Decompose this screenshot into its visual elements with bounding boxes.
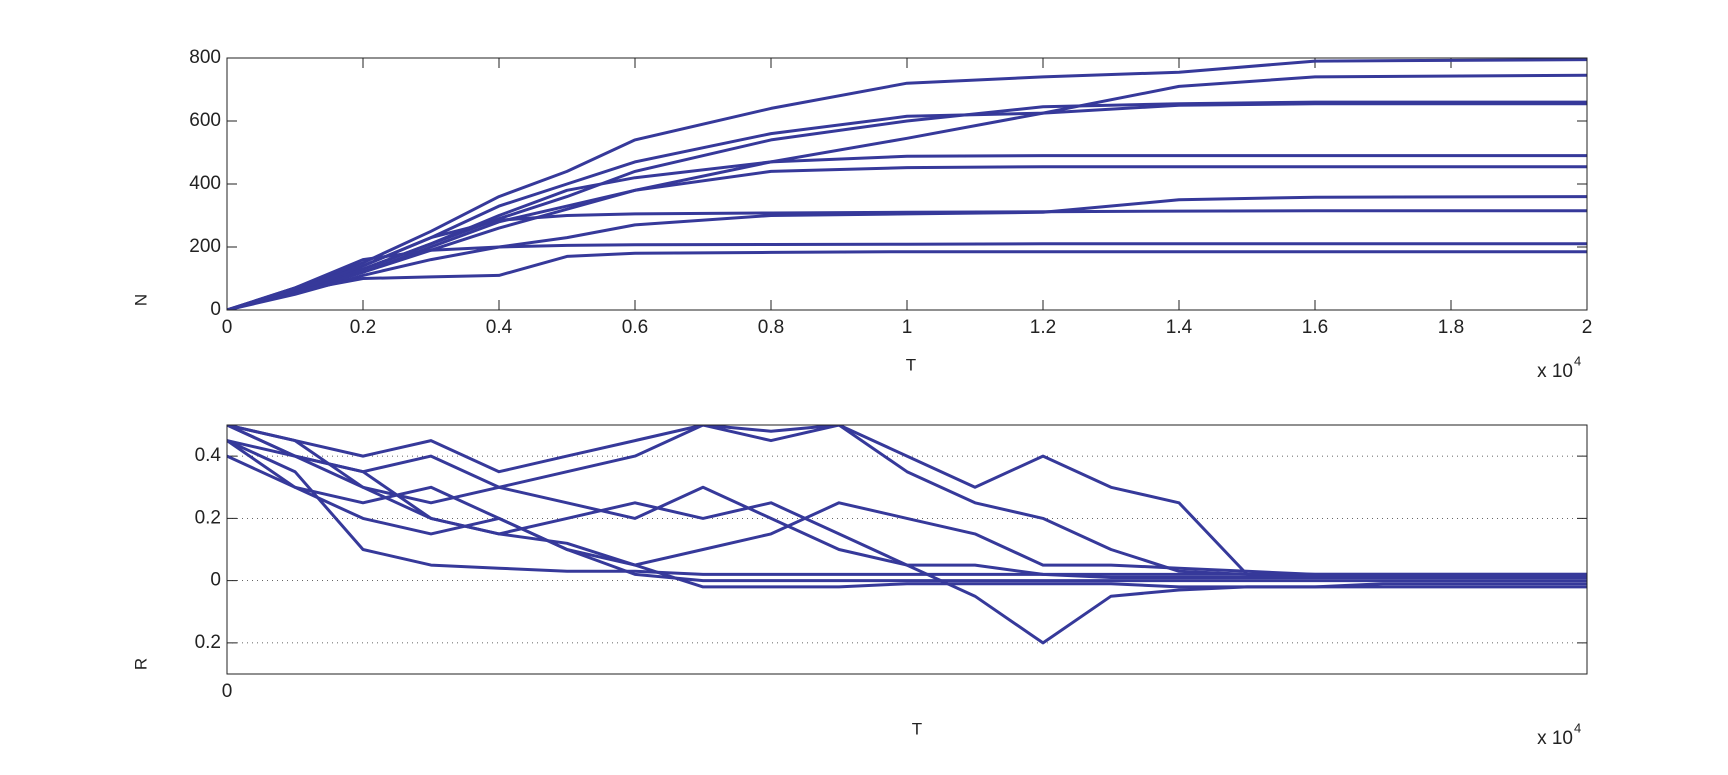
x-axis-label: T — [906, 355, 916, 374]
series-line — [227, 154, 1587, 310]
x-tick-label: 1.2 — [1030, 317, 1056, 338]
y-tick-label: 400 — [189, 173, 221, 194]
plot-area — [227, 425, 1587, 674]
series-line — [227, 242, 1587, 310]
x-tick-label: 0 — [222, 681, 233, 702]
x-tick-label: 1.8 — [1438, 317, 1464, 338]
series-line — [227, 454, 1587, 583]
series-group — [227, 425, 1587, 645]
x-multiplier: x 10 — [1537, 728, 1573, 749]
y-axis-label: N — [131, 294, 150, 306]
x-tick-label: 0.4 — [486, 317, 513, 338]
series-line — [227, 425, 1587, 645]
x-exponent: 4 — [1574, 720, 1581, 735]
y-axis-label: R — [131, 658, 150, 670]
y-tick-label: 200 — [189, 236, 221, 257]
x-multiplier: x 10 — [1537, 361, 1573, 382]
series-line — [227, 195, 1587, 310]
plot-area — [227, 58, 1587, 310]
axes-frame — [226, 57, 1588, 311]
series-group — [227, 58, 1587, 310]
series-line — [227, 250, 1587, 310]
series-line — [227, 209, 1587, 310]
series-line — [227, 165, 1587, 310]
x-tick-label: 1.4 — [1166, 317, 1193, 338]
y-tick-label: 0.4 — [195, 445, 222, 466]
y-tick-label: 600 — [189, 110, 221, 131]
y-tick-label: 0.2 — [195, 507, 221, 528]
axes-frame — [226, 424, 1588, 675]
x-exponent: 4 — [1574, 353, 1581, 368]
series-line — [227, 58, 1587, 310]
x-tick-label: 0 — [222, 317, 233, 338]
x-tick-label: 1.6 — [1302, 317, 1328, 338]
x-tick-label: 0.2 — [350, 317, 376, 338]
x-tick-label: 2 — [1582, 317, 1593, 338]
y-tick-label: 800 — [189, 47, 221, 68]
x-tick-label: 0.6 — [622, 317, 648, 338]
x-tick-label: 0.8 — [758, 317, 784, 338]
x-tick-label: 1 — [902, 317, 913, 338]
y-tick-label: 0 — [210, 570, 221, 591]
x-axis-label: T — [912, 719, 922, 738]
y-tick-label: 0.2 — [195, 632, 221, 653]
y-tick-label: 0 — [210, 299, 221, 320]
series-line — [227, 439, 1587, 576]
series-line — [227, 439, 1587, 589]
